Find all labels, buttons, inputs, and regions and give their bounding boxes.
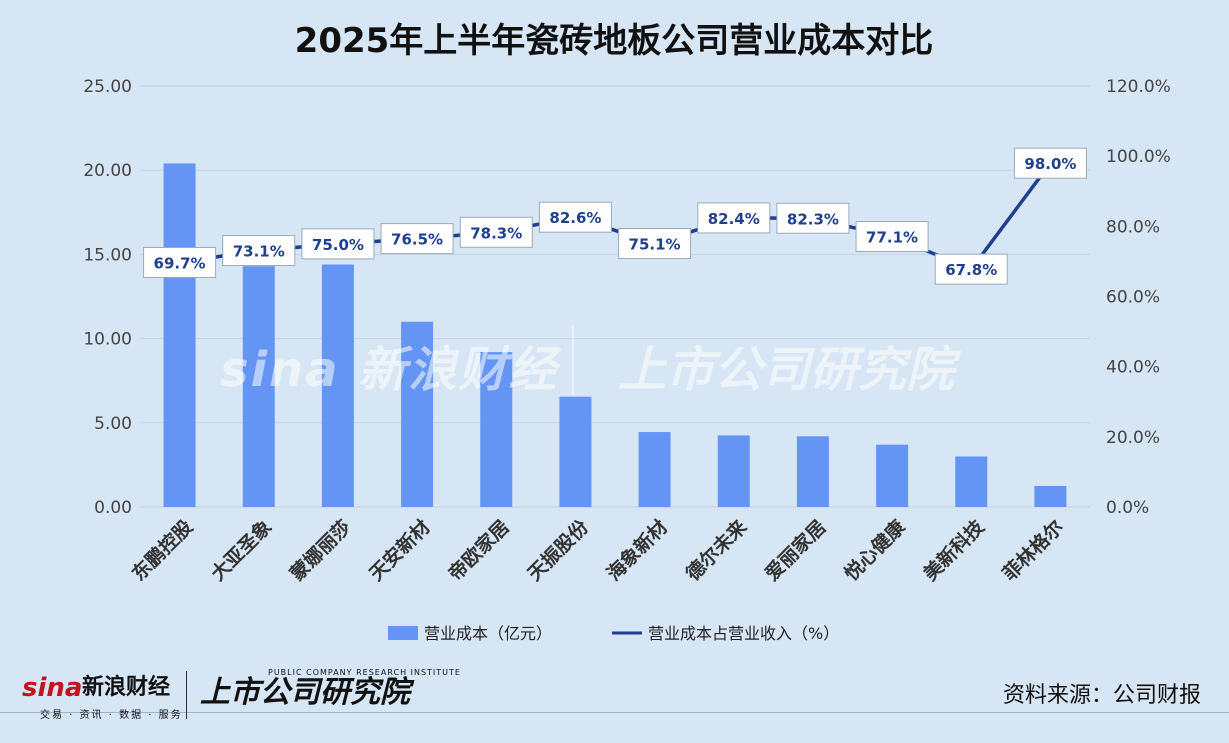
- right-tick-label: 20.0%: [1106, 428, 1160, 448]
- left-tick-label: 15.00: [83, 245, 132, 265]
- left-tick-label: 20.00: [83, 161, 132, 181]
- left-axis-ticks: 0.00 5.00 10.00 15.00 20.00 25.00: [83, 77, 132, 518]
- bar: [638, 432, 671, 507]
- sina-tagline: 交易 · 资讯 · 数据 · 服务: [40, 710, 183, 721]
- bar: [242, 266, 275, 507]
- data-label-box: [222, 235, 296, 267]
- data-label-box: [1013, 147, 1087, 179]
- left-tick-label: 0.00: [94, 498, 132, 518]
- category-label: 海象新材: [602, 515, 672, 585]
- data-label-box: [143, 246, 217, 278]
- legend-bar-label: 营业成本（亿元）: [424, 624, 552, 643]
- data-label: 82.3%: [787, 210, 839, 228]
- data-label: 67.8%: [945, 261, 997, 279]
- data-label-box: [934, 253, 1008, 285]
- institute-english: PUBLIC COMPANY RESEARCH INSTITUTE: [268, 668, 461, 677]
- category-label: 悦心健康: [840, 515, 911, 586]
- data-label: 82.4%: [708, 210, 760, 228]
- data-label: 75.1%: [629, 236, 681, 254]
- legend-line-label: 营业成本占营业收入（%）: [648, 624, 839, 643]
- footer: [0, 655, 1229, 743]
- watermark-divider: [572, 325, 574, 395]
- data-label-box: [459, 216, 533, 248]
- bar: [1034, 485, 1067, 507]
- data-label: 75.0%: [312, 236, 364, 254]
- left-tick-label: 10.00: [83, 330, 132, 350]
- category-labels: 东鹏控股 大亚圣象 蒙娜丽莎 天安新材 帝欧家居 天振股份 海象新材 德尔未来 爱丽家居 悦心健康…: [127, 515, 1068, 586]
- bar: [163, 163, 196, 508]
- category-label: 菲林格尔: [998, 515, 1068, 585]
- right-tick-label: 0.0%: [1106, 498, 1149, 518]
- sina-logo: sina: [22, 673, 83, 703]
- right-tick-label: 40.0%: [1106, 358, 1160, 378]
- data-label-box: [538, 201, 612, 233]
- data-label-box: [618, 228, 692, 260]
- data-label-box: [776, 202, 850, 234]
- right-tick-label: 80.0%: [1106, 217, 1160, 237]
- data-label: 73.1%: [233, 243, 285, 261]
- data-label-box: [855, 221, 929, 253]
- category-label: 美新科技: [919, 515, 990, 586]
- bar: [480, 352, 513, 507]
- data-label-box: [697, 202, 771, 234]
- line-series: 69.7% 73.1% 75.0% 76.5% 78.3% 82.6% 75.1% 82.4%…: [143, 147, 1087, 285]
- data-source: 资料来源：公司财报: [1002, 683, 1201, 708]
- data-label-box: [380, 223, 454, 255]
- data-label: 69.7%: [154, 254, 206, 272]
- bar-series: [163, 163, 1067, 508]
- legend: 营业成本（亿元） 营业成本占营业收入（%）: [388, 624, 839, 643]
- left-tick-label: 25.00: [83, 77, 132, 97]
- institute-logo: 上市公司研究院: [200, 675, 410, 710]
- data-label: 82.6%: [549, 209, 601, 227]
- data-label: 76.5%: [391, 231, 443, 249]
- sina-name: 新浪财经: [82, 675, 171, 700]
- data-label: 77.1%: [866, 229, 918, 247]
- category-label: 德尔未来: [681, 515, 751, 585]
- bar: [955, 456, 988, 507]
- bar: [559, 396, 592, 507]
- right-tick-label: 60.0%: [1106, 288, 1160, 308]
- category-label: 大亚圣象: [206, 515, 276, 585]
- brand-divider: [186, 671, 187, 719]
- left-tick-label: 5.00: [94, 414, 132, 434]
- right-axis-ticks: 0.0% 20.0% 40.0% 60.0% 80.0% 100.0% 120.0%: [1106, 77, 1171, 518]
- category-label: 爱丽家居: [760, 515, 830, 585]
- category-label: 天振股份: [523, 515, 594, 586]
- data-label: 78.3%: [470, 224, 522, 242]
- right-tick-label: 100.0%: [1106, 147, 1171, 167]
- bar: [796, 436, 829, 507]
- combo-chart: 2025年上半年瓷砖地板公司营业成本对比 0.00 5.00 10.00 15.00 2…: [83, 21, 1171, 643]
- category-label: 帝欧家居: [444, 515, 514, 585]
- legend-bar-swatch: [388, 626, 418, 640]
- bar: [321, 264, 354, 507]
- bar: [876, 444, 909, 507]
- data-label: 98.0%: [1024, 155, 1076, 173]
- chart-title: 2025年上半年瓷砖地板公司营业成本对比: [295, 21, 934, 61]
- right-tick-label: 120.0%: [1106, 77, 1171, 97]
- data-label-box: [301, 228, 375, 260]
- bar: [717, 435, 750, 507]
- category-label: 东鹏控股: [127, 515, 197, 585]
- category-label: 蒙娜丽莎: [285, 515, 355, 585]
- gridlines: [140, 85, 1090, 508]
- footer-rule: [0, 712, 1229, 713]
- category-label: 天安新材: [365, 515, 435, 585]
- bar: [401, 321, 434, 507]
